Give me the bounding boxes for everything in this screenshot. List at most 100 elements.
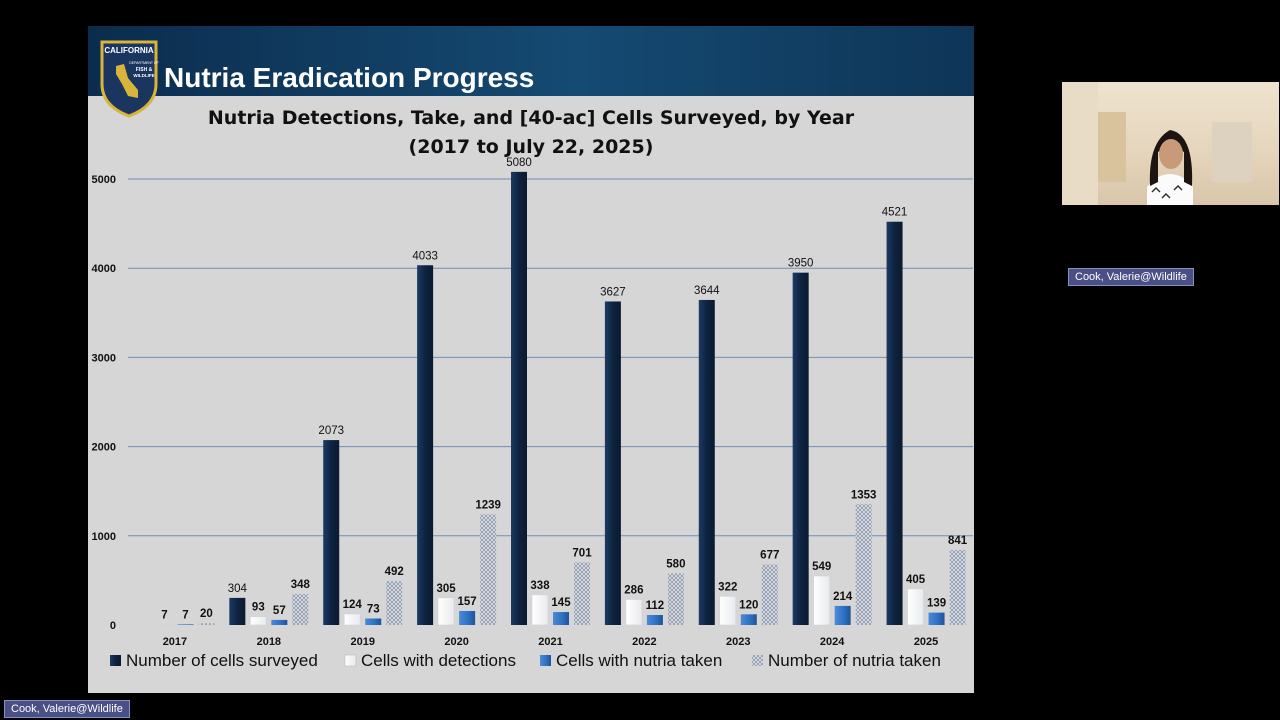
presentation-slide: CALIFORNIA DEPARTMENT OF FISH & WILDLIFE…: [88, 26, 974, 693]
bars: [156, 171, 966, 626]
data-label-nutria-taken-2025: 841: [948, 535, 968, 547]
gridlines: [128, 178, 973, 537]
slide-header-banner: [88, 26, 974, 96]
x-label-2024: 2024: [820, 636, 845, 648]
bar-cells-detections-2022: [625, 599, 643, 626]
bar-cells-detections-2025: [907, 588, 924, 626]
data-label-nutria-taken-2020: 1239: [475, 499, 501, 511]
presenter-video-tile[interactable]: [1062, 82, 1279, 205]
bar-cells-taken-2023: [740, 614, 757, 625]
bar-cells-detections-2017: [156, 624, 173, 626]
data-label-cells-surveyed-2020: 4033: [412, 250, 438, 262]
bar-cells-detections-2019: [343, 613, 361, 626]
data-label-cells-taken-2020: 157: [458, 596, 477, 608]
bar-nutria-taken-2024: [855, 504, 872, 625]
bar-cells-detections-2021: [531, 594, 549, 626]
data-label-cells-taken-2023: 120: [739, 599, 758, 611]
bar-cells-taken-2025: [928, 612, 945, 625]
y-axis-ticks: 0 1000 2000 3000 4000 5000: [92, 174, 116, 632]
bar-chart: Nutria Detections, Take, and [40-ac] Cel…: [92, 107, 973, 670]
legend-label-cells-taken: Cells with nutria taken: [556, 651, 722, 670]
x-label-2021: 2021: [538, 636, 562, 648]
bar-cells-taken-2018: [271, 619, 288, 625]
bar-cells-detections-2023: [719, 595, 737, 626]
x-axis-labels: 2017 2018 2019 2020 2021 2022 2023 2024 2025: [163, 636, 939, 648]
bar-nutria-taken-2017: [198, 623, 215, 625]
data-label-cells-surveyed-2024: 3950: [788, 258, 814, 270]
bar-cells-detections-2024: [813, 575, 830, 626]
data-label-cells-detections-2024: 549: [812, 561, 831, 573]
presenter-name-badge: Cook, Valerie@Wildlife: [1068, 268, 1194, 286]
data-label-cells-detections-2022: 286: [624, 584, 643, 596]
data-label-nutria-taken-2021: 701: [572, 547, 592, 559]
data-label-cells-surveyed-2021: 5080: [506, 157, 532, 169]
data-label-cells-detections-2018: 93: [252, 602, 265, 614]
legend-swatch-cells-taken: [540, 655, 551, 666]
data-label-cells-surveyed-2018: 304: [228, 583, 248, 595]
bar-nutria-taken-2023: [761, 564, 778, 625]
bar-nutria-taken-2022: [667, 573, 684, 625]
data-label-cells-taken-2021: 145: [551, 597, 571, 609]
bar-cells-surveyed-2025: [886, 221, 903, 625]
logo-text-line-2: DEPARTMENT OF: [129, 61, 159, 65]
legend-label-nutria-taken: Number of nutria taken: [768, 651, 941, 670]
logo-text-line-3: FISH &: [136, 67, 153, 73]
data-label-cells-surveyed-2025: 4521: [882, 207, 908, 219]
data-label-cells-surveyed-2022: 3627: [600, 286, 626, 298]
y-tick-4000: 4000: [92, 263, 116, 275]
x-label-2018: 2018: [257, 636, 281, 648]
data-label-cells-surveyed-2019: 2073: [318, 425, 344, 437]
data-label-cells-detections-2021: 338: [530, 580, 550, 592]
bar-nutria-taken-2021: [574, 562, 590, 625]
y-tick-2000: 2000: [92, 442, 116, 454]
bar-cells-surveyed-2023: [698, 299, 715, 625]
bar-nutria-taken-2018: [292, 593, 309, 625]
data-label-cells-taken-2018: 57: [273, 605, 286, 617]
y-tick-0: 0: [110, 620, 116, 632]
bar-nutria-taken-2025: [949, 549, 966, 625]
data-label-nutria-taken-2024: 1353: [851, 489, 877, 501]
data-label-cells-detections-2017: 7: [161, 609, 167, 621]
data-label-cells-taken-2022: 112: [646, 600, 665, 612]
data-label-cells-taken-2017: 7: [182, 609, 188, 621]
x-label-2020: 2020: [444, 636, 468, 648]
bar-cells-surveyed-2024: [792, 272, 809, 625]
bar-cells-taken-2019: [365, 618, 382, 625]
data-label-cells-surveyed-2023: 3644: [694, 285, 720, 297]
x-label-2025: 2025: [914, 636, 938, 648]
slide-title: Nutria Eradication Progress: [164, 62, 535, 93]
bar-cells-surveyed-2021: [511, 171, 527, 625]
bar-cells-taken-2020: [459, 610, 476, 625]
x-label-2022: 2022: [632, 636, 656, 648]
data-label-cells-taken-2019: 73: [367, 603, 380, 615]
data-label-nutria-taken-2018: 348: [291, 579, 311, 591]
cdfw-logo-icon: CALIFORNIA DEPARTMENT OF FISH & WILDLIFE: [100, 40, 159, 118]
bar-cells-surveyed-2022: [604, 301, 621, 625]
bar-cells-surveyed-2019: [323, 440, 340, 625]
logo-text-line-1: CALIFORNIA: [104, 46, 154, 55]
self-name-badge: Cook, Valerie@Wildlife: [4, 700, 130, 718]
y-tick-1000: 1000: [92, 531, 116, 543]
legend-label-cells-detections: Cells with detections: [361, 651, 516, 670]
bar-cells-taken-2021: [553, 612, 569, 625]
data-label-cells-taken-2024: 214: [833, 591, 853, 603]
data-label-cells-detections-2025: 405: [906, 574, 926, 586]
y-tick-3000: 3000: [92, 352, 116, 364]
bar-cells-detections-2020: [437, 597, 455, 626]
data-label-nutria-taken-2017: 20: [200, 608, 213, 620]
legend-label-cells-surveyed: Number of cells surveyed: [126, 651, 318, 670]
x-label-2019: 2019: [350, 636, 374, 648]
data-label-nutria-taken-2022: 580: [666, 558, 685, 570]
data-label-nutria-taken-2019: 492: [385, 566, 404, 578]
y-tick-5000: 5000: [92, 174, 116, 186]
data-label-cells-detections-2020: 305: [437, 583, 457, 595]
data-label-cells-taken-2025: 139: [927, 598, 946, 610]
bar-cells-surveyed-2018: [229, 597, 246, 625]
data-label-cells-detections-2023: 322: [718, 581, 737, 593]
legend-swatch-nutria-taken: [752, 655, 763, 666]
bar-cells-surveyed-2020: [417, 265, 434, 625]
data-label-cells-detections-2019: 124: [343, 599, 363, 611]
bar-cells-taken-2024: [834, 605, 851, 625]
legend-swatch-cells-detections: [344, 654, 357, 667]
